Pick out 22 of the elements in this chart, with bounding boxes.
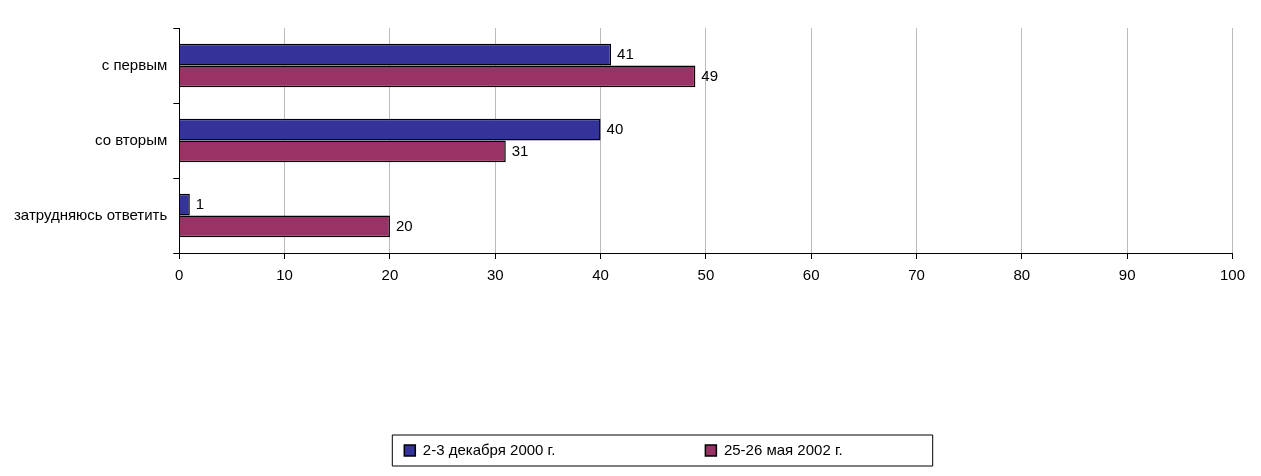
x-tick-label: 30 <box>486 266 504 284</box>
data-label: 20 <box>395 216 413 234</box>
x-tick-label: 60 <box>802 266 820 284</box>
x-tick-label: 70 <box>908 266 925 284</box>
data-label: 49 <box>701 66 719 84</box>
y-tick-label: с первым <box>101 55 168 73</box>
x-tick-label: 10 <box>276 266 293 284</box>
x-tick-label: 100 <box>1219 266 1245 284</box>
x-tick-label: 90 <box>1118 266 1136 284</box>
data-label: 41 <box>617 44 634 62</box>
x-tick-label: 50 <box>697 266 715 284</box>
data-label: 31 <box>511 141 529 159</box>
legend-label: 2-3 декабря 2000 г. <box>422 440 556 458</box>
x-tick-label: 20 <box>381 266 399 284</box>
data-label: 1 <box>195 194 205 212</box>
y-tick-label: затрудняюсь ответить <box>13 205 168 223</box>
y-tick-label: со вторым <box>94 130 168 148</box>
x-tick-label: 40 <box>592 266 609 284</box>
legend-label: 25-26 мая 2002 г. <box>723 440 843 458</box>
x-tick-label: 80 <box>1013 266 1031 284</box>
data-label: 40 <box>606 119 624 137</box>
x-tick-label: 0 <box>175 266 184 284</box>
